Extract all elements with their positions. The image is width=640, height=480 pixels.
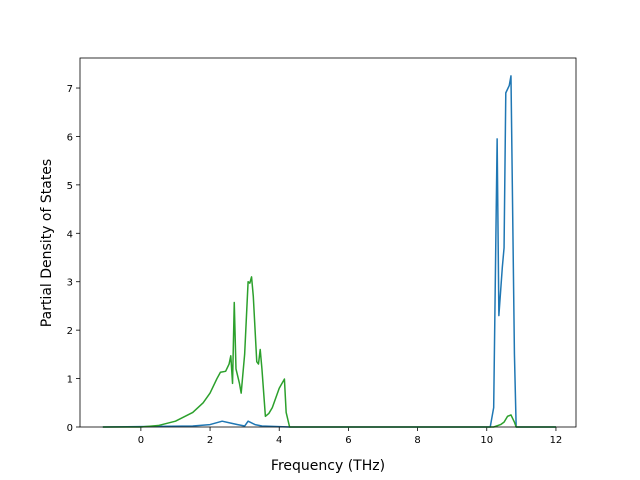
x-tick-label: 0 [138,435,144,446]
x-tick-label: 2 [207,435,213,446]
plot-frame [79,57,577,428]
data-line [102,75,556,428]
x-axis-label: Frequency (THz) [271,458,385,474]
x-tick-label: 6 [345,435,351,446]
y-tick-label: 3 [67,278,73,289]
x-tick-label: 8 [414,435,420,446]
y-tick-label: 5 [67,181,73,192]
x-tick-label: 10 [480,435,493,446]
y-tick-label: 2 [67,326,73,337]
x-tick-label: 4 [276,435,282,446]
y-axis-label: Partial Density of States [39,159,55,327]
y-tick-label: 1 [67,375,73,386]
y-tick-label: 4 [67,229,73,240]
data-line [102,276,556,428]
x-tick-label: 12 [550,435,563,446]
y-tick-label: 7 [67,84,73,95]
y-tick-label: 0 [67,423,73,434]
y-tick-label: 6 [67,132,73,143]
